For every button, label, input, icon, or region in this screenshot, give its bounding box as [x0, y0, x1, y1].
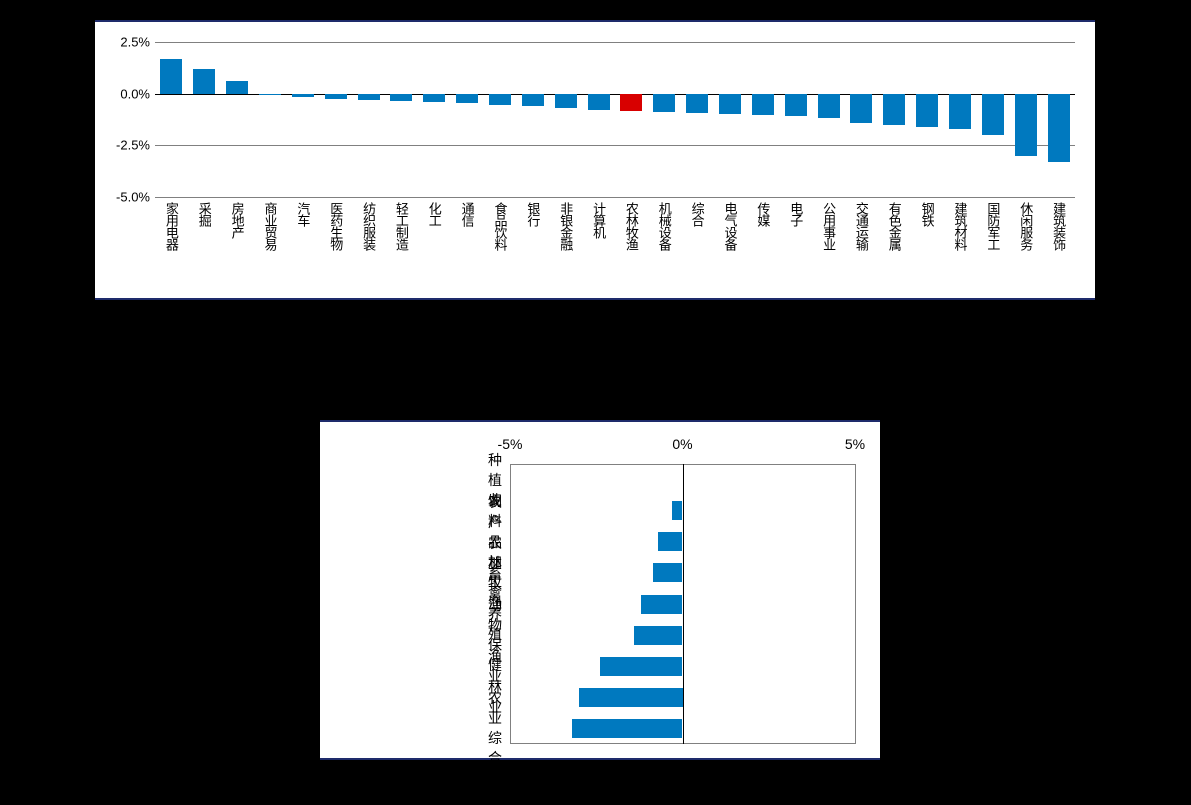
chart1-x-tick-label: 银行: [523, 202, 542, 226]
chart1-x-tick-label: 轻工制造: [392, 202, 411, 250]
chart1-bar: [785, 94, 807, 117]
chart1-x-tick-label: 农林牧渔: [622, 202, 641, 250]
chart2-x-tick-label: 0%: [672, 436, 692, 452]
chart1-bar: [916, 94, 938, 127]
chart2-y-tick-label: 农业综合: [488, 688, 502, 768]
chart1-x-tick-label: 交通运输: [852, 202, 871, 250]
chart1-x-tick-label: 化工: [425, 202, 444, 226]
chart2-bar: [600, 657, 683, 676]
chart1-bar: [555, 94, 577, 108]
chart2-bar: [672, 501, 682, 520]
chart1-bar: [982, 94, 1004, 135]
chart1-bar: [522, 94, 544, 106]
chart1-x-tick-label: 传媒: [753, 202, 772, 226]
chart1-gridline: [155, 145, 1075, 146]
chart1-x-tick-label: 非银金融: [556, 202, 575, 250]
chart2-plot-area: -5%0%5%种植业饲料农产品加工农林牧渔畜禽养殖动物保健渔业林业农业综合: [510, 464, 855, 744]
chart2-bar: [572, 719, 682, 738]
chart1-y-tick-label: -5.0%: [100, 190, 150, 205]
chart1-bar: [620, 94, 642, 112]
chart2-gridline: [855, 464, 856, 744]
chart1-bar: [850, 94, 872, 123]
chart1-x-tick-label: 食品饮料: [491, 202, 510, 250]
chart2-bar: [658, 532, 682, 551]
chart1-bar: [1015, 94, 1037, 156]
chart1-bar: [818, 94, 840, 119]
chart1-x-tick-label: 电气设备: [721, 202, 740, 250]
chart1-x-tick-label: 休闲服务: [1016, 202, 1035, 250]
chart1-bar: [883, 94, 905, 125]
chart1-bar: [949, 94, 971, 129]
chart1-bar: [390, 94, 412, 101]
chart1-x-tick-label: 医药生物: [326, 202, 345, 250]
chart1-bar: [325, 94, 347, 99]
chart2-gridline: [683, 464, 684, 744]
chart2-bar: [641, 595, 682, 614]
chart1-bar: [456, 94, 478, 103]
chart1-x-tick-label: 纺织服装: [359, 202, 378, 250]
chart1-bar: [193, 69, 215, 94]
chart1-x-tick-label: 房地产: [228, 202, 247, 238]
chart1-x-tick-label: 综合: [688, 202, 707, 226]
chart1-y-tick-label: 2.5%: [100, 35, 150, 50]
chart2-bar: [634, 626, 682, 645]
chart1-y-tick-label: -2.5%: [100, 138, 150, 153]
chart1-x-tick-label: 商业贸易: [261, 202, 280, 250]
chart1-x-tick-label: 建筑材料: [951, 202, 970, 250]
chart1-bar: [292, 94, 314, 97]
chart1-x-tick-label: 建筑装饰: [1049, 202, 1068, 250]
chart1-bar: [489, 94, 511, 105]
chart1-plot-area: -5.0%-2.5%0.0%2.5%: [155, 42, 1075, 197]
chart1-x-tick-label: 家用电器: [162, 202, 181, 250]
chart1-x-tick-label: 汽车: [293, 202, 312, 226]
chart1-x-tick-label: 计算机: [589, 202, 608, 238]
chart1-bar: [686, 94, 708, 114]
chart1-bar: [752, 94, 774, 116]
chart2-gridline: [510, 464, 511, 744]
chart1-bar: [226, 81, 248, 93]
chart1-x-tick-label: 有色金属: [885, 202, 904, 250]
sector-performance-chart: -5.0%-2.5%0.0%2.5% 家用电器采掘房地产商业贸易汽车医药生物纺织…: [95, 20, 1095, 300]
chart1-bar: [588, 94, 610, 111]
chart1-x-tick-label: 国防军工: [983, 202, 1002, 250]
chart1-bar: [160, 59, 182, 94]
chart2-x-tick-label: 5%: [845, 436, 865, 452]
chart1-bar: [1048, 94, 1070, 162]
chart1-bar: [653, 94, 675, 113]
chart1-x-tick-label: 采掘: [195, 202, 214, 226]
chart1-gridline: [155, 197, 1075, 198]
chart1-x-tick-label: 钢铁: [918, 202, 937, 226]
subsector-performance-chart: -5%0%5%种植业饲料农产品加工农林牧渔畜禽养殖动物保健渔业林业农业综合: [320, 420, 880, 760]
chart1-bar: [719, 94, 741, 115]
chart2-bar: [579, 688, 683, 707]
chart1-y-tick-label: 0.0%: [100, 86, 150, 101]
chart1-x-tick-label: 公用事业: [819, 202, 838, 250]
chart1-x-tick-label: 机械设备: [655, 202, 674, 250]
chart1-bar: [358, 94, 380, 100]
chart1-bar: [259, 94, 281, 95]
chart2-bar: [653, 563, 682, 582]
chart1-gridline: [155, 42, 1075, 43]
chart1-x-tick-label: 通信: [458, 202, 477, 226]
chart1-x-tick-label: 电子: [786, 202, 805, 226]
chart1-bar: [423, 94, 445, 102]
